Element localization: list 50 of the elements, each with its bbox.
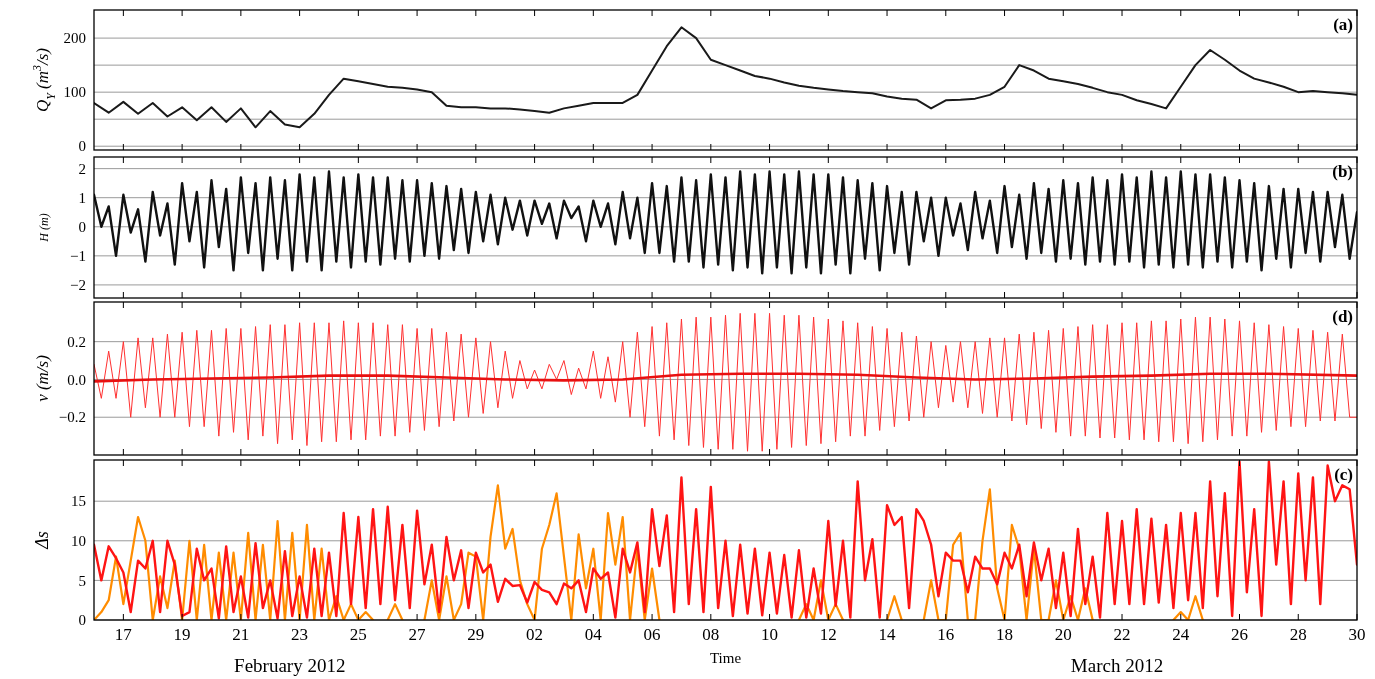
y-tick-label: 200 (63, 30, 86, 47)
x-tick-label: 17 (114, 625, 133, 644)
x-tick-label: 22 (1113, 625, 1131, 644)
x-tick-label: 20 (1054, 625, 1072, 644)
x-tick-label: 30 (1348, 625, 1366, 644)
x-axis-title: Time (709, 650, 742, 666)
x-tick-label: 04 (584, 625, 603, 644)
annotation: (a) (1333, 15, 1353, 34)
x-tick-label: 21 (232, 625, 250, 644)
x-tick-label: 02 (526, 625, 544, 644)
x-tick-label: 19 (173, 625, 191, 644)
x-tick-label: 26 (1231, 625, 1249, 644)
y-tick-label: −2 (70, 277, 86, 294)
text: March 2012 (1070, 655, 1164, 676)
x-tick-label: 29 (467, 625, 485, 644)
x-tick-label: 24 (1172, 625, 1190, 644)
x-tick-label: 27 (408, 625, 427, 644)
x-tick-label: 06 (643, 625, 661, 644)
y-axis-title: v (m/s) (33, 354, 52, 402)
x-tick-label: 28 (1289, 625, 1307, 644)
text: February 2012 (234, 655, 346, 676)
y-tick-label: 10 (71, 533, 86, 550)
x-tick-label: 18 (996, 625, 1014, 644)
y-tick-label: 0 (78, 138, 86, 155)
y-axis-title: H (m) (37, 213, 51, 243)
annotation: (b) (1332, 162, 1353, 181)
y-tick-label: 5 (78, 572, 86, 589)
line-series (94, 372, 1357, 383)
y-tick-label: −0.2 (58, 409, 86, 426)
x-tick-label: 08 (702, 625, 720, 644)
line-series (94, 312, 1357, 452)
x-tick-label: 16 (937, 625, 955, 644)
y-tick-label: −1 (70, 248, 86, 265)
y-tick-label: 0.2 (67, 333, 86, 350)
y-axis-title: Δs (32, 531, 52, 550)
x-tick-label: 14 (878, 625, 897, 644)
y-tick-label: 100 (63, 84, 86, 101)
x-tick-label: 12 (819, 625, 837, 644)
annotation: (d) (1332, 307, 1353, 326)
x-tick-label: 23 (291, 625, 309, 644)
y-tick-label: 0.0 (67, 371, 86, 388)
x-tick-label: 25 (349, 625, 367, 644)
line-series (94, 460, 1357, 620)
y-tick-label: 0 (78, 219, 86, 236)
y-tick-label: 15 (71, 493, 86, 510)
x-tick-label: 10 (761, 625, 779, 644)
annotation: (c) (1334, 465, 1353, 484)
y-tick-label: 2 (78, 160, 86, 177)
y-tick-label: 1 (78, 189, 86, 206)
y-tick-label: 0 (78, 612, 86, 629)
